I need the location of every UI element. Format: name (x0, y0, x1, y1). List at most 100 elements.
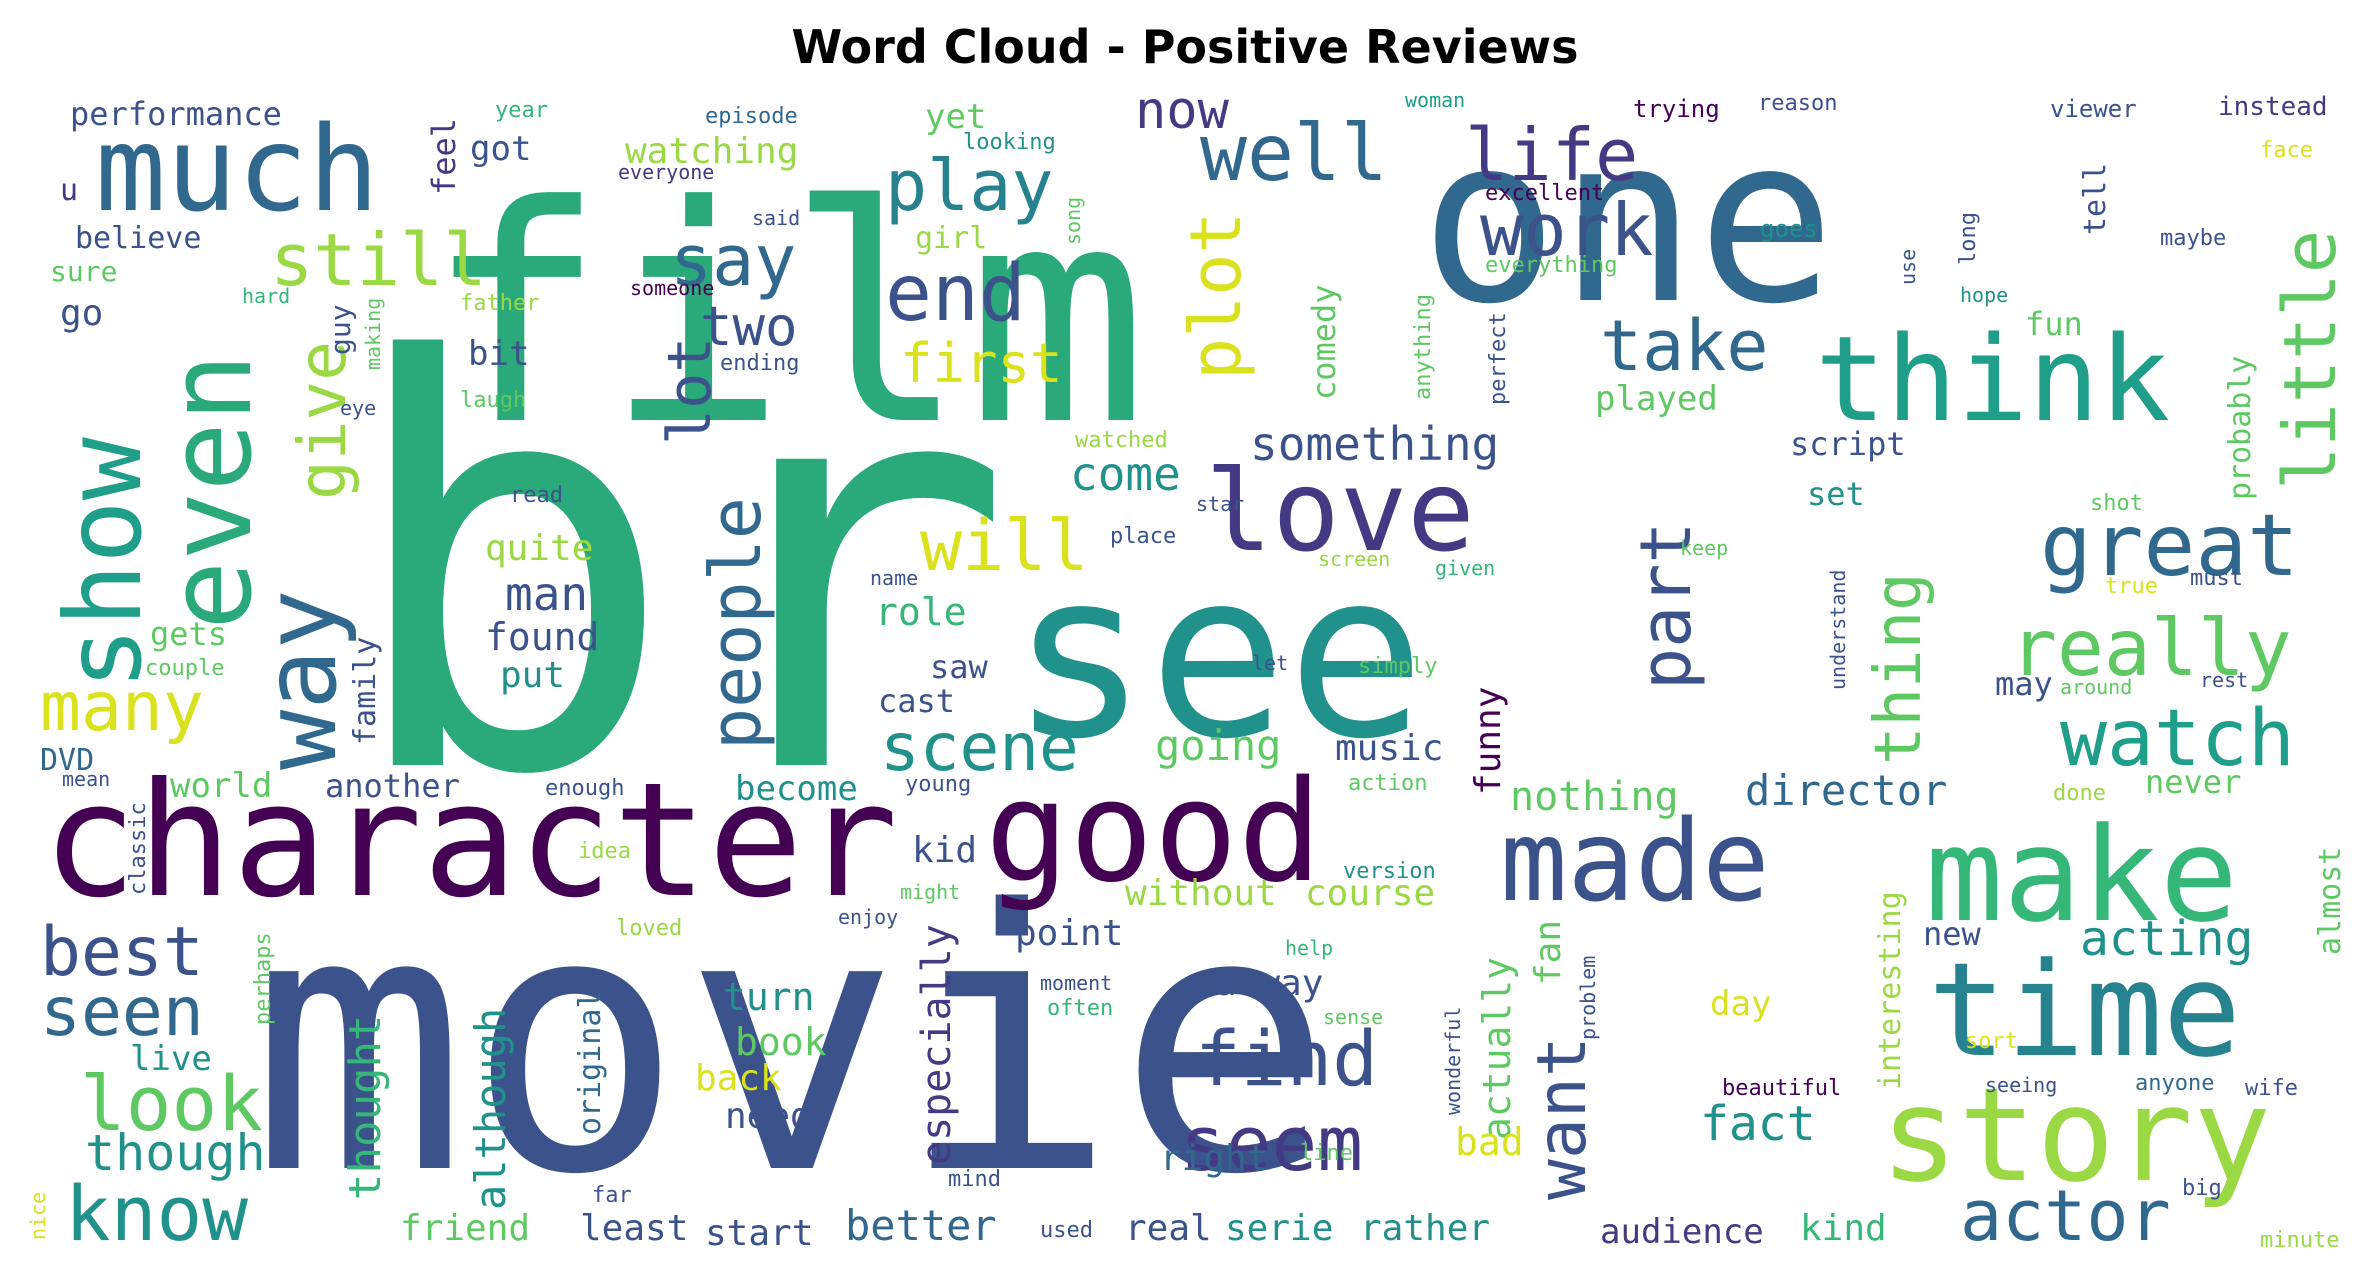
word-feel: feel (425, 118, 463, 195)
word-hope: hope (1960, 283, 2008, 307)
word-alway: alway (1215, 963, 1323, 1004)
word-classic: classic (126, 802, 151, 895)
word-think: think (1815, 310, 2170, 448)
word-played: played (1595, 379, 1718, 419)
word-version: version (1343, 859, 1436, 884)
word-friend: friend (400, 1208, 530, 1249)
word-looking: looking (963, 130, 1056, 155)
word-film: film (425, 142, 1147, 491)
word-young: young (905, 772, 971, 797)
word-great: great (2040, 496, 2299, 596)
word-first: first (900, 332, 1063, 395)
word-show: show (43, 436, 165, 690)
word-sure: sure (50, 255, 117, 288)
word-really: really (2010, 604, 2292, 694)
word-bad: bad (1455, 1120, 1524, 1164)
word-beautiful: beautiful (1722, 1076, 1841, 1101)
word-true: true (2105, 574, 2158, 599)
word-might: might (900, 880, 960, 904)
word-audience: audience (1600, 1212, 1764, 1252)
word-real: real (1125, 1208, 1212, 1249)
word-thought: thought (340, 1015, 391, 1200)
word-role: role (875, 590, 967, 634)
word-man: man (505, 567, 588, 621)
word-rest: rest (2200, 668, 2248, 692)
word-right: right (1160, 1138, 1268, 1179)
word-fact: fact (1700, 1096, 1816, 1152)
word-br: br (340, 246, 1014, 898)
word-let: let (1252, 651, 1288, 675)
word-anything: anything (1411, 294, 1436, 400)
word-done: done (2053, 781, 2106, 806)
word-perfect: perfect (1486, 312, 1511, 405)
word-used: used (1040, 1218, 1093, 1243)
word-keep: keep (1680, 536, 1728, 560)
word-book: book (735, 1020, 827, 1064)
word-better: better (845, 1201, 997, 1250)
word-may: may (1995, 665, 2053, 703)
word-gets: gets (150, 615, 227, 653)
word-read: read (510, 483, 563, 508)
word-part: part (1625, 521, 1707, 690)
word-moment: moment (1040, 971, 1112, 995)
word-action: action (1348, 771, 1427, 796)
word-little: little (2268, 230, 2352, 490)
word-best: best (40, 913, 204, 992)
word-find: find (1195, 1014, 1378, 1103)
word-good: good (985, 751, 1322, 914)
word-year: year (495, 98, 548, 123)
word-look: look (80, 1059, 263, 1148)
word-idea: idea (578, 839, 631, 864)
word-back: back (695, 1058, 782, 1099)
word-woman: woman (1405, 88, 1465, 112)
word-funny: funny (1468, 687, 1509, 795)
word-mind: mind (948, 1167, 1001, 1192)
word-character: character (42, 749, 898, 933)
word-play: play (885, 145, 1054, 227)
word-everyone: everyone (618, 160, 714, 184)
word-instead: instead (2218, 92, 2328, 122)
word-family: family (348, 637, 383, 745)
word-lot: lot (655, 337, 725, 445)
word-day: day (1710, 984, 1771, 1024)
word-sort: sort (1965, 1029, 2018, 1054)
word-much: much (95, 100, 379, 238)
word-script: script (1790, 425, 1906, 463)
word-go: go (60, 293, 103, 334)
word-seen: seen (40, 973, 204, 1052)
word-understand: understand (1826, 570, 1850, 690)
word-far: far (592, 1183, 632, 1208)
word-sense: sense (1323, 1005, 1383, 1029)
word-given: given (1435, 556, 1495, 580)
word-made: made (1500, 797, 1770, 927)
word-live: live (130, 1039, 212, 1079)
word-must: must (2190, 566, 2243, 591)
word-wonderful: wonderful (1441, 1007, 1465, 1115)
word-use: use (1896, 249, 1920, 285)
word-give: give (284, 341, 361, 500)
word-set: set (1807, 475, 1865, 513)
word-will: will (920, 505, 1089, 587)
word-take: take (1600, 305, 1769, 387)
word-loved: loved (616, 916, 682, 941)
word-put: put (500, 655, 565, 696)
word-another: another (325, 767, 460, 805)
word-serie: serie (1225, 1208, 1333, 1249)
word-rather: rather (1360, 1208, 1490, 1249)
word-song: song (1061, 197, 1085, 245)
word-kid: kid (912, 830, 977, 871)
word-interesting: interesting (1873, 891, 1908, 1090)
word-know: know (65, 1169, 248, 1258)
word-viewer: viewer (2050, 95, 2137, 123)
word-need: need (725, 1096, 812, 1137)
word-course: course (1305, 873, 1435, 914)
word-quite: quite (485, 528, 593, 569)
word-problem: problem (1576, 956, 1600, 1040)
word-acting: acting (2080, 911, 2253, 967)
word-seeing: seeing (1985, 1073, 2057, 1097)
word-make: make (1925, 799, 2238, 951)
word-scene: scene (880, 709, 1079, 786)
word-performance: performance (70, 95, 282, 133)
word-without: without (1125, 873, 1277, 914)
